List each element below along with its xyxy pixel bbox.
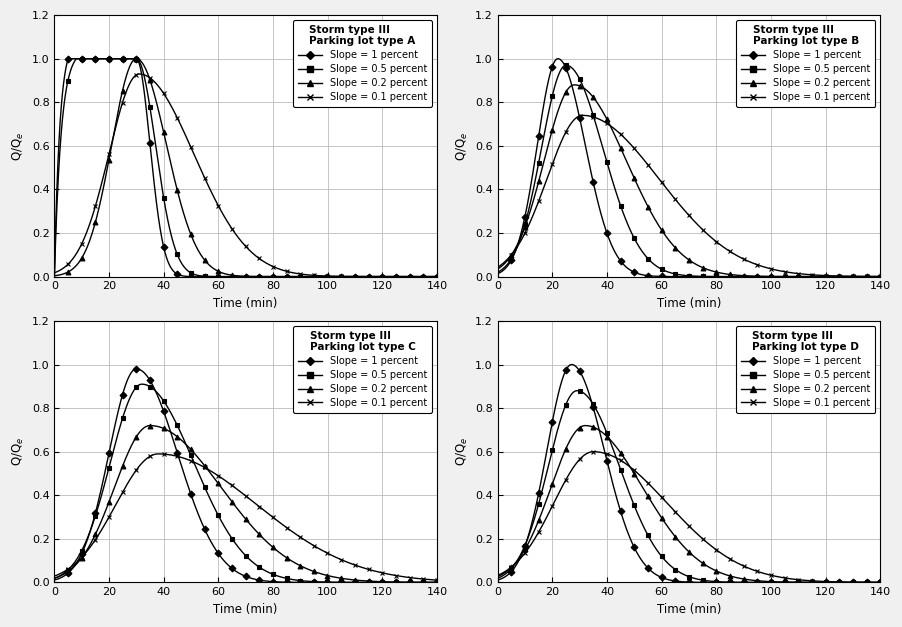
X-axis label: Time (min): Time (min) xyxy=(214,297,278,310)
Y-axis label: Q/Q$_e$: Q/Q$_e$ xyxy=(11,131,26,161)
X-axis label: Time (min): Time (min) xyxy=(657,603,722,616)
Legend: Slope = 1 percent, Slope = 0.5 percent, Slope = 0.2 percent, Slope = 0.1 percent: Slope = 1 percent, Slope = 0.5 percent, … xyxy=(293,326,432,413)
X-axis label: Time (min): Time (min) xyxy=(214,603,278,616)
X-axis label: Time (min): Time (min) xyxy=(657,297,722,310)
Legend: Slope = 1 percent, Slope = 0.5 percent, Slope = 0.2 percent, Slope = 0.1 percent: Slope = 1 percent, Slope = 0.5 percent, … xyxy=(736,326,876,413)
Legend: Slope = 1 percent, Slope = 0.5 percent, Slope = 0.2 percent, Slope = 0.1 percent: Slope = 1 percent, Slope = 0.5 percent, … xyxy=(293,20,432,107)
Y-axis label: Q/Q$_e$: Q/Q$_e$ xyxy=(455,437,470,466)
Y-axis label: Q/Q$_e$: Q/Q$_e$ xyxy=(11,437,26,466)
Y-axis label: Q/Q$_e$: Q/Q$_e$ xyxy=(455,131,470,161)
Legend: Slope = 1 percent, Slope = 0.5 percent, Slope = 0.2 percent, Slope = 0.1 percent: Slope = 1 percent, Slope = 0.5 percent, … xyxy=(736,20,876,107)
